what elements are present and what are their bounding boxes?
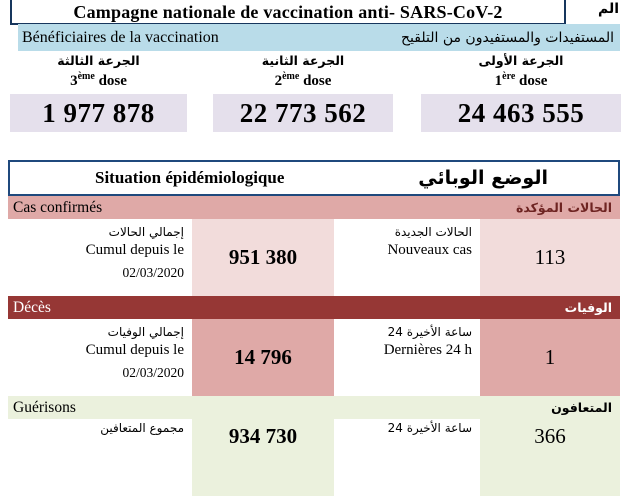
recoveries-last24h-value: 366 [480,419,620,496]
recoveries-row: مجموع المتعافين 934 730 24 ساعة الأخيرة … [8,419,620,496]
deaths-total-label: إجمالي الوفيات Cumul depuis le 02/03/202… [85,325,184,380]
confirmed-new-value: 113 [480,219,620,296]
confirmed-bar-ar: الحالات المؤكدة [516,200,612,215]
situation-header-ar: الوضع الوبائي [418,167,548,189]
recoveries-total-label: مجموع المتعافين [100,421,184,435]
vaccination-header-fr: Bénéficiaires de la vaccination [22,28,219,46]
deaths-bar: Décès الوفيات [8,296,620,319]
deaths-bar-ar: الوفيات [564,300,612,315]
confirmed-total-label: إجمالي الحالات Cumul depuis le 02/03/202… [85,225,184,280]
situation-header: Situation épidémiologique الوضع الوبائي [8,160,620,196]
arabic-title-fragment: الم [598,1,620,17]
confirmed-new-label: الحالات الجديدة Nouveaux cas [387,225,472,258]
vaccination-header: Bénéficiaires de la vaccination المستفيد… [18,24,620,51]
dose2-label-ar: الجرعة الثانية [261,53,345,68]
dose3-label-fr: 3ème dose [70,71,127,89]
page-title-text: Campagne nationale de vaccination anti- … [73,2,503,22]
recoveries-total-value: 934 730 [192,419,334,496]
dose1-value: 24 463 555 [421,94,621,132]
recoveries-bar-fr: Guérisons [13,398,76,416]
confirmed-bar-fr: Cas confirmés [13,198,103,216]
deaths-bar-fr: Décès [13,298,51,316]
dose-columns: الجرعة الثالثة 3ème dose 1 977 878 الجرع… [0,53,625,132]
deaths-total-value: 14 796 [192,319,334,396]
deaths-row: إجمالي الوفيات Cumul depuis le 02/03/202… [8,319,620,396]
dose1-label-fr: 1ère dose [494,71,548,89]
epidemiology-table: Cas confirmés الحالات المؤكدة إجمالي الح… [8,196,620,496]
dose-column-3rd: الجرعة الثالثة 3ème dose 1 977 878 [10,53,187,132]
confirmed-cases-bar: Cas confirmés الحالات المؤكدة [8,196,620,219]
dose1-label-ar: الجرعة الأولى [478,53,564,68]
recoveries-last24h-label: 24 ساعة الأخيرة [387,421,472,435]
deaths-last24h-value: 1 [480,319,620,396]
recoveries-bar: Guérisons المتعافون [8,396,620,419]
dose2-value: 22 773 562 [213,94,393,132]
confirmed-total-value: 951 380 [192,219,334,296]
vaccination-header-ar: المستفيدات والمستفيدون من التلقيح [401,29,614,46]
dose-column-1st: الجرعة الأولى 1ère dose 24 463 555 [421,53,621,132]
recoveries-bar-ar: المتعافون [551,400,612,415]
situation-header-fr: Situation épidémiologique [95,168,285,187]
dose-column-2nd: الجرعة الثانية 2ème dose 22 773 562 [213,53,393,132]
dose3-label-ar: الجرعة الثالثة [57,53,140,68]
dose2-label-fr: 2ème dose [274,71,332,89]
deaths-last24h-label: 24 ساعة الأخيرة Dernières 24 h [383,325,472,358]
dose3-value: 1 977 878 [10,94,187,132]
confirmed-cases-row: إجمالي الحالات Cumul depuis le 02/03/202… [8,219,620,296]
page-title: Campagne nationale de vaccination anti- … [10,0,566,25]
